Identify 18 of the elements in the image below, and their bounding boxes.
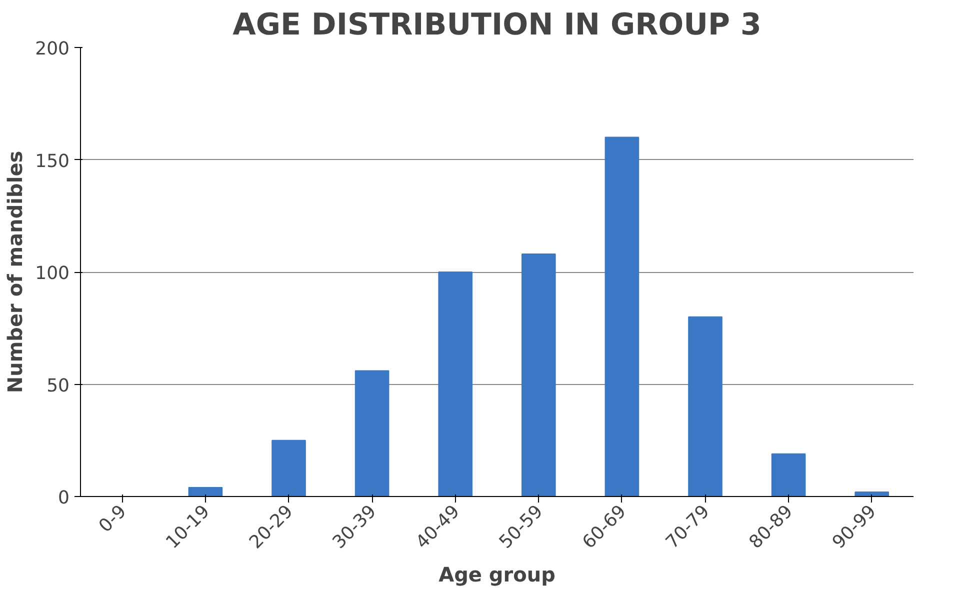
y-tick-label: 100 (35, 263, 70, 284)
y-tick-label: 50 (46, 375, 70, 396)
y-axis-title: Number of mandibles (3, 150, 28, 394)
bar (604, 136, 640, 496)
chart-title: AGE DISTRIBUTION IN GROUP 3 (232, 8, 762, 42)
bar (354, 370, 390, 496)
x-tick-label: 0-9 (95, 501, 131, 537)
bar (854, 492, 890, 496)
y-tick-label: 150 (35, 150, 70, 172)
bar (771, 453, 806, 496)
bar (521, 254, 556, 496)
y-tick-label: 200 (35, 38, 70, 60)
bar (272, 440, 306, 496)
bar (688, 316, 722, 496)
bar (438, 272, 473, 496)
y-tick-label: 0 (58, 488, 70, 508)
x-axis-title: Age group (438, 562, 556, 586)
bar (188, 487, 223, 496)
